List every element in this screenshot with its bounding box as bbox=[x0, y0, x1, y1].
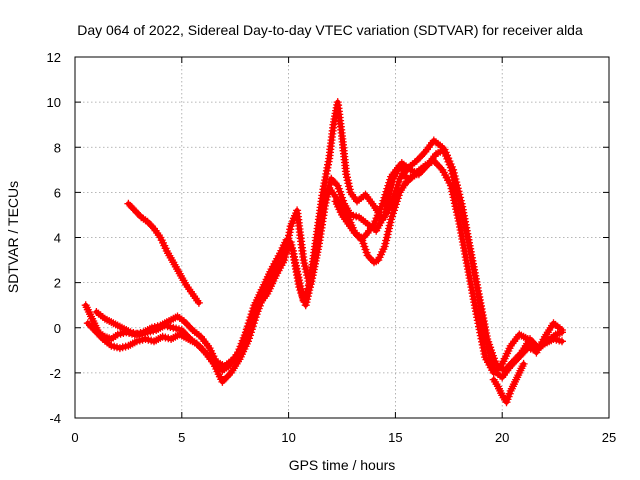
plus-markers bbox=[489, 359, 528, 407]
chart-title: Day 064 of 2022, Sidereal Day-to-day VTE… bbox=[77, 22, 583, 38]
series-track-2 bbox=[83, 98, 566, 386]
plot-frame bbox=[74, 56, 610, 419]
y-axis-label: SDTVAR / TECUs bbox=[5, 181, 21, 293]
y-tick-label: 0 bbox=[54, 321, 61, 336]
y-tick-label: 6 bbox=[54, 185, 61, 200]
series-track-3 bbox=[124, 199, 203, 307]
x-tick-label: 25 bbox=[602, 430, 616, 445]
data-series bbox=[81, 98, 566, 407]
plus-markers bbox=[92, 156, 566, 377]
x-axis-label: GPS time / hours bbox=[289, 457, 396, 473]
series-track-6 bbox=[489, 359, 528, 407]
x-tick-label: 0 bbox=[71, 430, 78, 445]
plus-markers bbox=[124, 199, 203, 307]
plus-markers bbox=[83, 98, 566, 386]
y-tick-label: 10 bbox=[47, 95, 61, 110]
series-track-4 bbox=[92, 156, 566, 377]
y-tick-label: 4 bbox=[54, 231, 61, 246]
y-tick-label: 12 bbox=[47, 50, 61, 65]
y-tick-label: -4 bbox=[49, 411, 61, 426]
y-tick-label: 8 bbox=[54, 140, 61, 155]
plus-markers bbox=[331, 170, 421, 267]
y-tick-label: 2 bbox=[54, 276, 61, 291]
x-tick-label: 20 bbox=[495, 430, 509, 445]
axis-ticks: 0 5 10 15 20 25 -4 -2 0 2 4 6 8 10 12 bbox=[47, 50, 617, 445]
series-track-5 bbox=[331, 170, 421, 267]
x-tick-label: 10 bbox=[281, 430, 295, 445]
x-tick-label: 15 bbox=[388, 430, 402, 445]
y-tick-label: -2 bbox=[49, 366, 61, 381]
x-tick-label: 5 bbox=[178, 430, 185, 445]
